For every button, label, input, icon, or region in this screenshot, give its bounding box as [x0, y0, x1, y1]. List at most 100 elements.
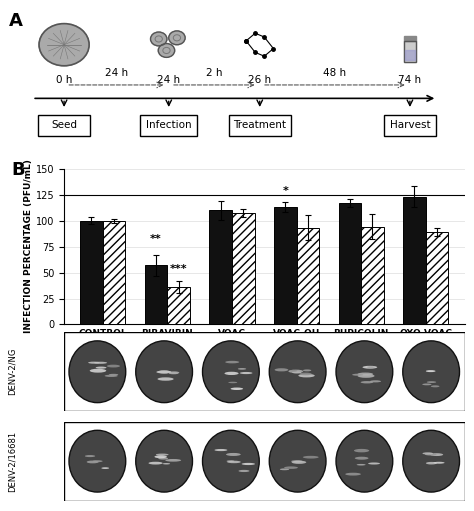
Text: Seed: Seed: [51, 120, 77, 130]
Ellipse shape: [169, 371, 179, 374]
Text: ***: ***: [170, 264, 188, 273]
Ellipse shape: [292, 461, 306, 464]
Ellipse shape: [426, 462, 437, 464]
Ellipse shape: [357, 373, 373, 376]
Ellipse shape: [240, 372, 253, 374]
Bar: [404, 41, 416, 62]
Y-axis label: INFECTION PERCENTAGE (PFU/mL): INFECTION PERCENTAGE (PFU/mL): [24, 159, 33, 334]
Text: 24 h: 24 h: [105, 68, 128, 78]
Ellipse shape: [361, 381, 373, 383]
Text: 48 h: 48 h: [323, 68, 346, 78]
Ellipse shape: [148, 462, 163, 464]
Ellipse shape: [356, 464, 365, 466]
Ellipse shape: [136, 430, 192, 492]
Text: **: **: [150, 235, 162, 244]
Ellipse shape: [94, 362, 107, 364]
FancyBboxPatch shape: [64, 422, 465, 501]
Ellipse shape: [69, 341, 126, 403]
FancyBboxPatch shape: [383, 115, 436, 135]
Ellipse shape: [161, 371, 169, 373]
Ellipse shape: [107, 365, 120, 367]
Ellipse shape: [156, 370, 172, 374]
Bar: [103, 221, 125, 324]
Ellipse shape: [88, 362, 100, 364]
Ellipse shape: [238, 470, 249, 472]
Ellipse shape: [87, 460, 99, 463]
Ellipse shape: [158, 457, 168, 459]
Ellipse shape: [354, 449, 369, 452]
Bar: [338, 203, 361, 324]
Ellipse shape: [431, 385, 439, 387]
Ellipse shape: [303, 456, 319, 458]
Ellipse shape: [269, 341, 326, 403]
Text: A: A: [9, 12, 23, 30]
Circle shape: [151, 32, 167, 46]
Ellipse shape: [345, 473, 361, 476]
Ellipse shape: [303, 369, 311, 371]
Ellipse shape: [96, 366, 107, 368]
Ellipse shape: [269, 430, 326, 492]
Circle shape: [158, 43, 174, 57]
Text: Treatment: Treatment: [233, 120, 286, 130]
Ellipse shape: [105, 375, 118, 377]
Text: Harvest: Harvest: [390, 120, 430, 130]
Ellipse shape: [225, 371, 238, 375]
Ellipse shape: [422, 383, 431, 385]
Bar: [80, 221, 103, 324]
Ellipse shape: [298, 374, 315, 378]
Ellipse shape: [370, 380, 381, 382]
Text: DENV-2/16681: DENV-2/16681: [8, 431, 17, 492]
Ellipse shape: [109, 374, 118, 376]
Text: Infection: Infection: [146, 120, 191, 130]
Text: 24 h: 24 h: [157, 75, 180, 85]
Ellipse shape: [202, 341, 259, 403]
Ellipse shape: [156, 454, 169, 456]
Ellipse shape: [85, 455, 95, 457]
Ellipse shape: [403, 341, 459, 403]
Ellipse shape: [157, 377, 173, 381]
Circle shape: [39, 24, 89, 66]
Ellipse shape: [214, 449, 228, 451]
Ellipse shape: [157, 370, 171, 374]
Ellipse shape: [291, 460, 302, 462]
Ellipse shape: [274, 368, 288, 371]
Bar: [426, 232, 448, 324]
Ellipse shape: [430, 453, 443, 456]
Text: 74 h: 74 h: [398, 75, 421, 85]
Ellipse shape: [101, 467, 109, 469]
Ellipse shape: [226, 453, 241, 456]
Ellipse shape: [238, 368, 246, 370]
Ellipse shape: [363, 366, 377, 368]
Ellipse shape: [155, 455, 167, 458]
Ellipse shape: [426, 370, 436, 372]
Bar: [403, 36, 416, 41]
Ellipse shape: [136, 341, 192, 403]
FancyBboxPatch shape: [38, 115, 91, 135]
Ellipse shape: [227, 460, 234, 462]
Ellipse shape: [163, 463, 170, 464]
Ellipse shape: [165, 459, 181, 461]
Ellipse shape: [202, 430, 259, 492]
Ellipse shape: [433, 462, 445, 463]
Ellipse shape: [368, 462, 380, 464]
Ellipse shape: [352, 374, 363, 376]
Bar: [167, 287, 190, 324]
Ellipse shape: [300, 373, 312, 375]
Ellipse shape: [336, 341, 393, 403]
Ellipse shape: [228, 382, 237, 383]
Ellipse shape: [403, 430, 459, 492]
Bar: [404, 41, 416, 62]
Bar: [210, 210, 232, 324]
Text: 26 h: 26 h: [248, 75, 271, 85]
Ellipse shape: [69, 430, 126, 492]
Ellipse shape: [290, 370, 297, 371]
Ellipse shape: [357, 374, 374, 378]
Ellipse shape: [90, 369, 106, 373]
Bar: [361, 227, 384, 324]
Text: *: *: [283, 185, 288, 196]
Bar: [403, 197, 426, 324]
Bar: [405, 51, 415, 60]
Text: DENV-2/NG: DENV-2/NG: [8, 348, 17, 396]
Text: B: B: [12, 161, 26, 179]
FancyBboxPatch shape: [140, 115, 197, 135]
